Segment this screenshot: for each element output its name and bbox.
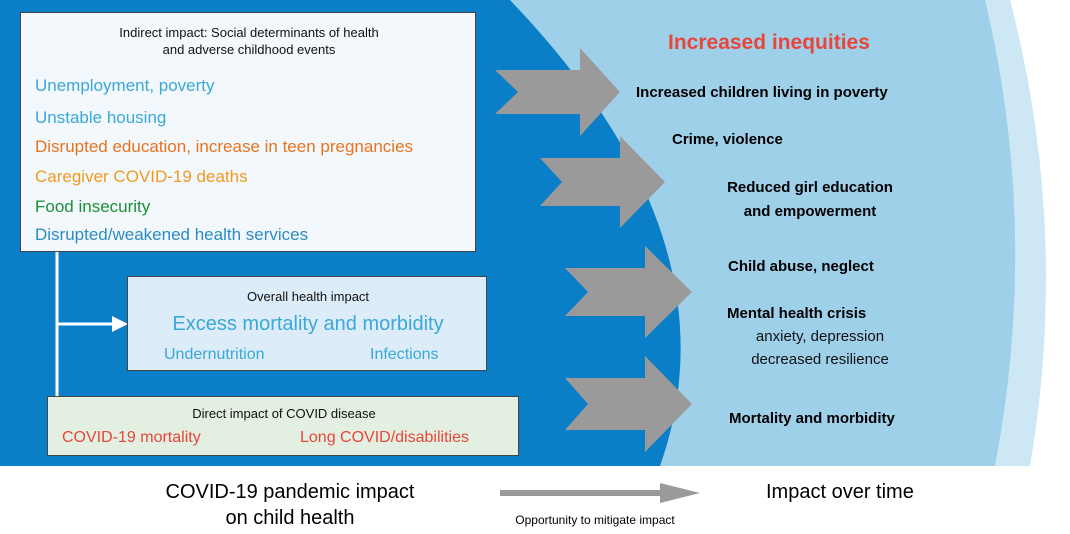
outcome-mental-line1: anxiety, depression <box>755 328 885 345</box>
overall-headline: Excess mortality and morbidity <box>172 313 444 335</box>
increased-inequities-heading: Increased inequities <box>668 31 870 54</box>
indirect-item-education: Disrupted education, increase in teen pr… <box>35 137 414 156</box>
gray-arrow-4 <box>565 356 692 452</box>
indirect-impact-box: Indirect impact: Social determinants of … <box>20 12 476 252</box>
overall-title: Overall health impact <box>246 289 370 304</box>
connector-arrowhead <box>112 316 128 332</box>
indirect-item-unemployment: Unemployment, poverty <box>35 76 215 95</box>
outcome-child-abuse: Child abuse, neglect <box>728 258 874 275</box>
indirect-item-food-insecurity: Food insecurity <box>35 197 151 216</box>
direct-long-covid: Long COVID/disabilities <box>300 429 469 446</box>
outcome-girl-education-line1: Reduced girl education <box>727 179 893 196</box>
overall-infections: Infections <box>370 346 439 363</box>
footer-arrow-head <box>660 483 700 503</box>
indirect-item-health-services: Disrupted/weakened health services <box>35 225 309 244</box>
direct-impact-box: Direct impact of COVID disease COVID-19 … <box>47 396 519 456</box>
overall-undernutrition: Undernutrition <box>164 346 265 363</box>
outcome-girl-education-line2: and empowerment <box>743 203 877 220</box>
outcome-mental-health: Mental health crisis <box>727 305 867 322</box>
gray-arrow-1 <box>495 48 620 136</box>
footer-right: Impact over time <box>766 481 914 503</box>
outcome-mortality: Mortality and morbidity <box>729 410 895 427</box>
gray-arrow-3 <box>565 246 692 338</box>
indirect-item-caregiver-deaths: Caregiver COVID-19 deaths <box>35 167 248 186</box>
overall-health-impact-box: Overall health impact Excess mortality a… <box>127 276 487 371</box>
indirect-title-line2: and adverse childhood events <box>162 42 336 57</box>
indirect-item-housing: Unstable housing <box>35 108 167 127</box>
direct-title: Direct impact of COVID disease <box>192 406 376 421</box>
gray-arrow-2 <box>540 136 665 228</box>
outcome-poverty: Increased children living in poverty <box>636 84 888 101</box>
outcome-mental-line2: decreased resilience <box>751 351 889 368</box>
footer-left-line2: on child health <box>225 507 355 529</box>
direct-covid-mortality: COVID-19 mortality <box>62 429 201 446</box>
footer-left-line1: COVID-19 pandemic impact <box>165 481 415 503</box>
footer-arrow-caption: Opportunity to mitigate impact <box>515 513 675 527</box>
outcome-crime: Crime, violence <box>672 131 783 148</box>
indirect-title-line1: Indirect impact: Social determinants of … <box>119 25 379 40</box>
